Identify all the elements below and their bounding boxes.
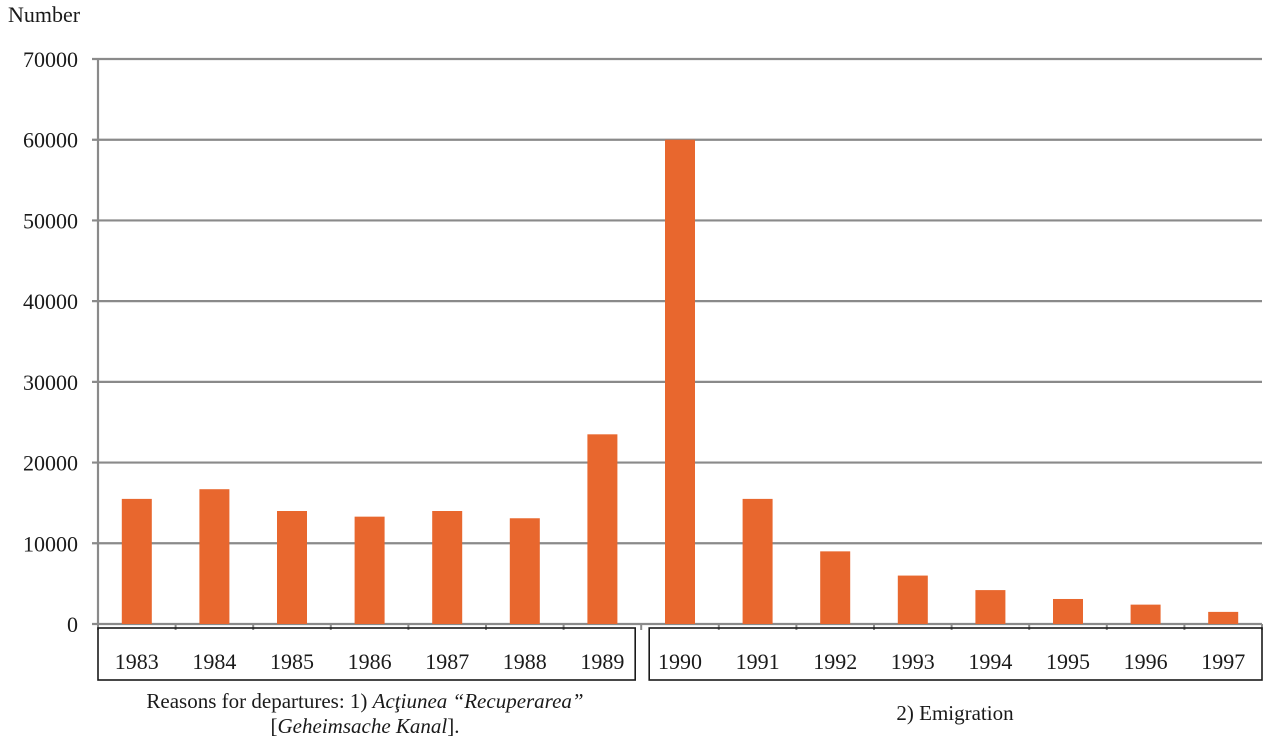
x-tick-label: 1990 xyxy=(658,649,702,674)
x-tick-label: 1987 xyxy=(425,649,469,674)
y-axis-label: Number xyxy=(8,2,81,27)
x-tick-label: 1993 xyxy=(891,649,935,674)
bar-1988 xyxy=(509,518,540,624)
y-tick-label: 50000 xyxy=(23,208,78,233)
bars xyxy=(121,139,1239,624)
x-tick-label: 1985 xyxy=(270,649,314,674)
group-label-operation: Acţiunea “Recuperarea” xyxy=(372,689,584,713)
x-tick-label: 1986 xyxy=(348,649,392,674)
y-tick-label: 0 xyxy=(67,612,78,637)
bar-1993 xyxy=(897,575,928,624)
x-tick-label: 1992 xyxy=(813,649,857,674)
bar-1991 xyxy=(742,498,773,624)
group-label-prefix: Reasons for departures: 1) xyxy=(146,689,373,713)
group-label-emigration-text: 2) Emigration xyxy=(896,701,1014,725)
x-tick-label: 1995 xyxy=(1046,649,1090,674)
x-tick-label: 1989 xyxy=(580,649,624,674)
group-label-emigration: 2) Emigration xyxy=(650,701,1260,726)
bar-1986 xyxy=(354,516,385,624)
bar-1984 xyxy=(199,489,230,624)
bar-1997 xyxy=(1208,611,1239,624)
x-tick-labels: 1983 1984 1985 1986 1987 1988 1989 1990 1991 1992… xyxy=(115,649,1245,674)
group-box-1 xyxy=(97,627,637,681)
bar-1992 xyxy=(820,551,851,624)
y-tick-label: 40000 xyxy=(23,289,78,314)
group-label-departures: Reasons for departures: 1) Acţiunea “Rec… xyxy=(70,689,660,739)
y-tick-labels: 0 10000 20000 30000 40000 50000 60000 70000 xyxy=(23,47,78,637)
group-label-codename: Geheimsache Kanal xyxy=(277,714,448,738)
bar-1990 xyxy=(665,139,695,624)
x-tick-label: 1988 xyxy=(503,649,547,674)
category-group-boxes xyxy=(97,627,1263,681)
bar-1996 xyxy=(1130,604,1161,624)
bar-1994 xyxy=(975,590,1006,624)
x-tick-label: 1994 xyxy=(968,649,1012,674)
x-tick-label: 1996 xyxy=(1124,649,1168,674)
bar-1985 xyxy=(277,511,307,624)
group-label-bracket-open: [ xyxy=(270,714,278,738)
bar-1989 xyxy=(587,434,618,624)
y-tick-label: 70000 xyxy=(23,47,78,72)
x-tick-label: 1991 xyxy=(736,649,780,674)
y-tick-label: 20000 xyxy=(23,451,78,476)
bar-1983 xyxy=(121,498,152,624)
group-box-2 xyxy=(648,627,1263,681)
bar-1987 xyxy=(432,511,463,624)
bar-1995 xyxy=(1053,598,1083,624)
y-tick-label: 30000 xyxy=(23,370,78,395)
y-tick-label: 60000 xyxy=(23,128,78,153)
x-tick-label: 1983 xyxy=(115,649,159,674)
x-tick-label: 1984 xyxy=(192,649,236,674)
y-tick-label: 10000 xyxy=(23,531,78,556)
group-label-bracket-close: ]. xyxy=(447,714,460,738)
x-tick-label: 1997 xyxy=(1201,649,1245,674)
